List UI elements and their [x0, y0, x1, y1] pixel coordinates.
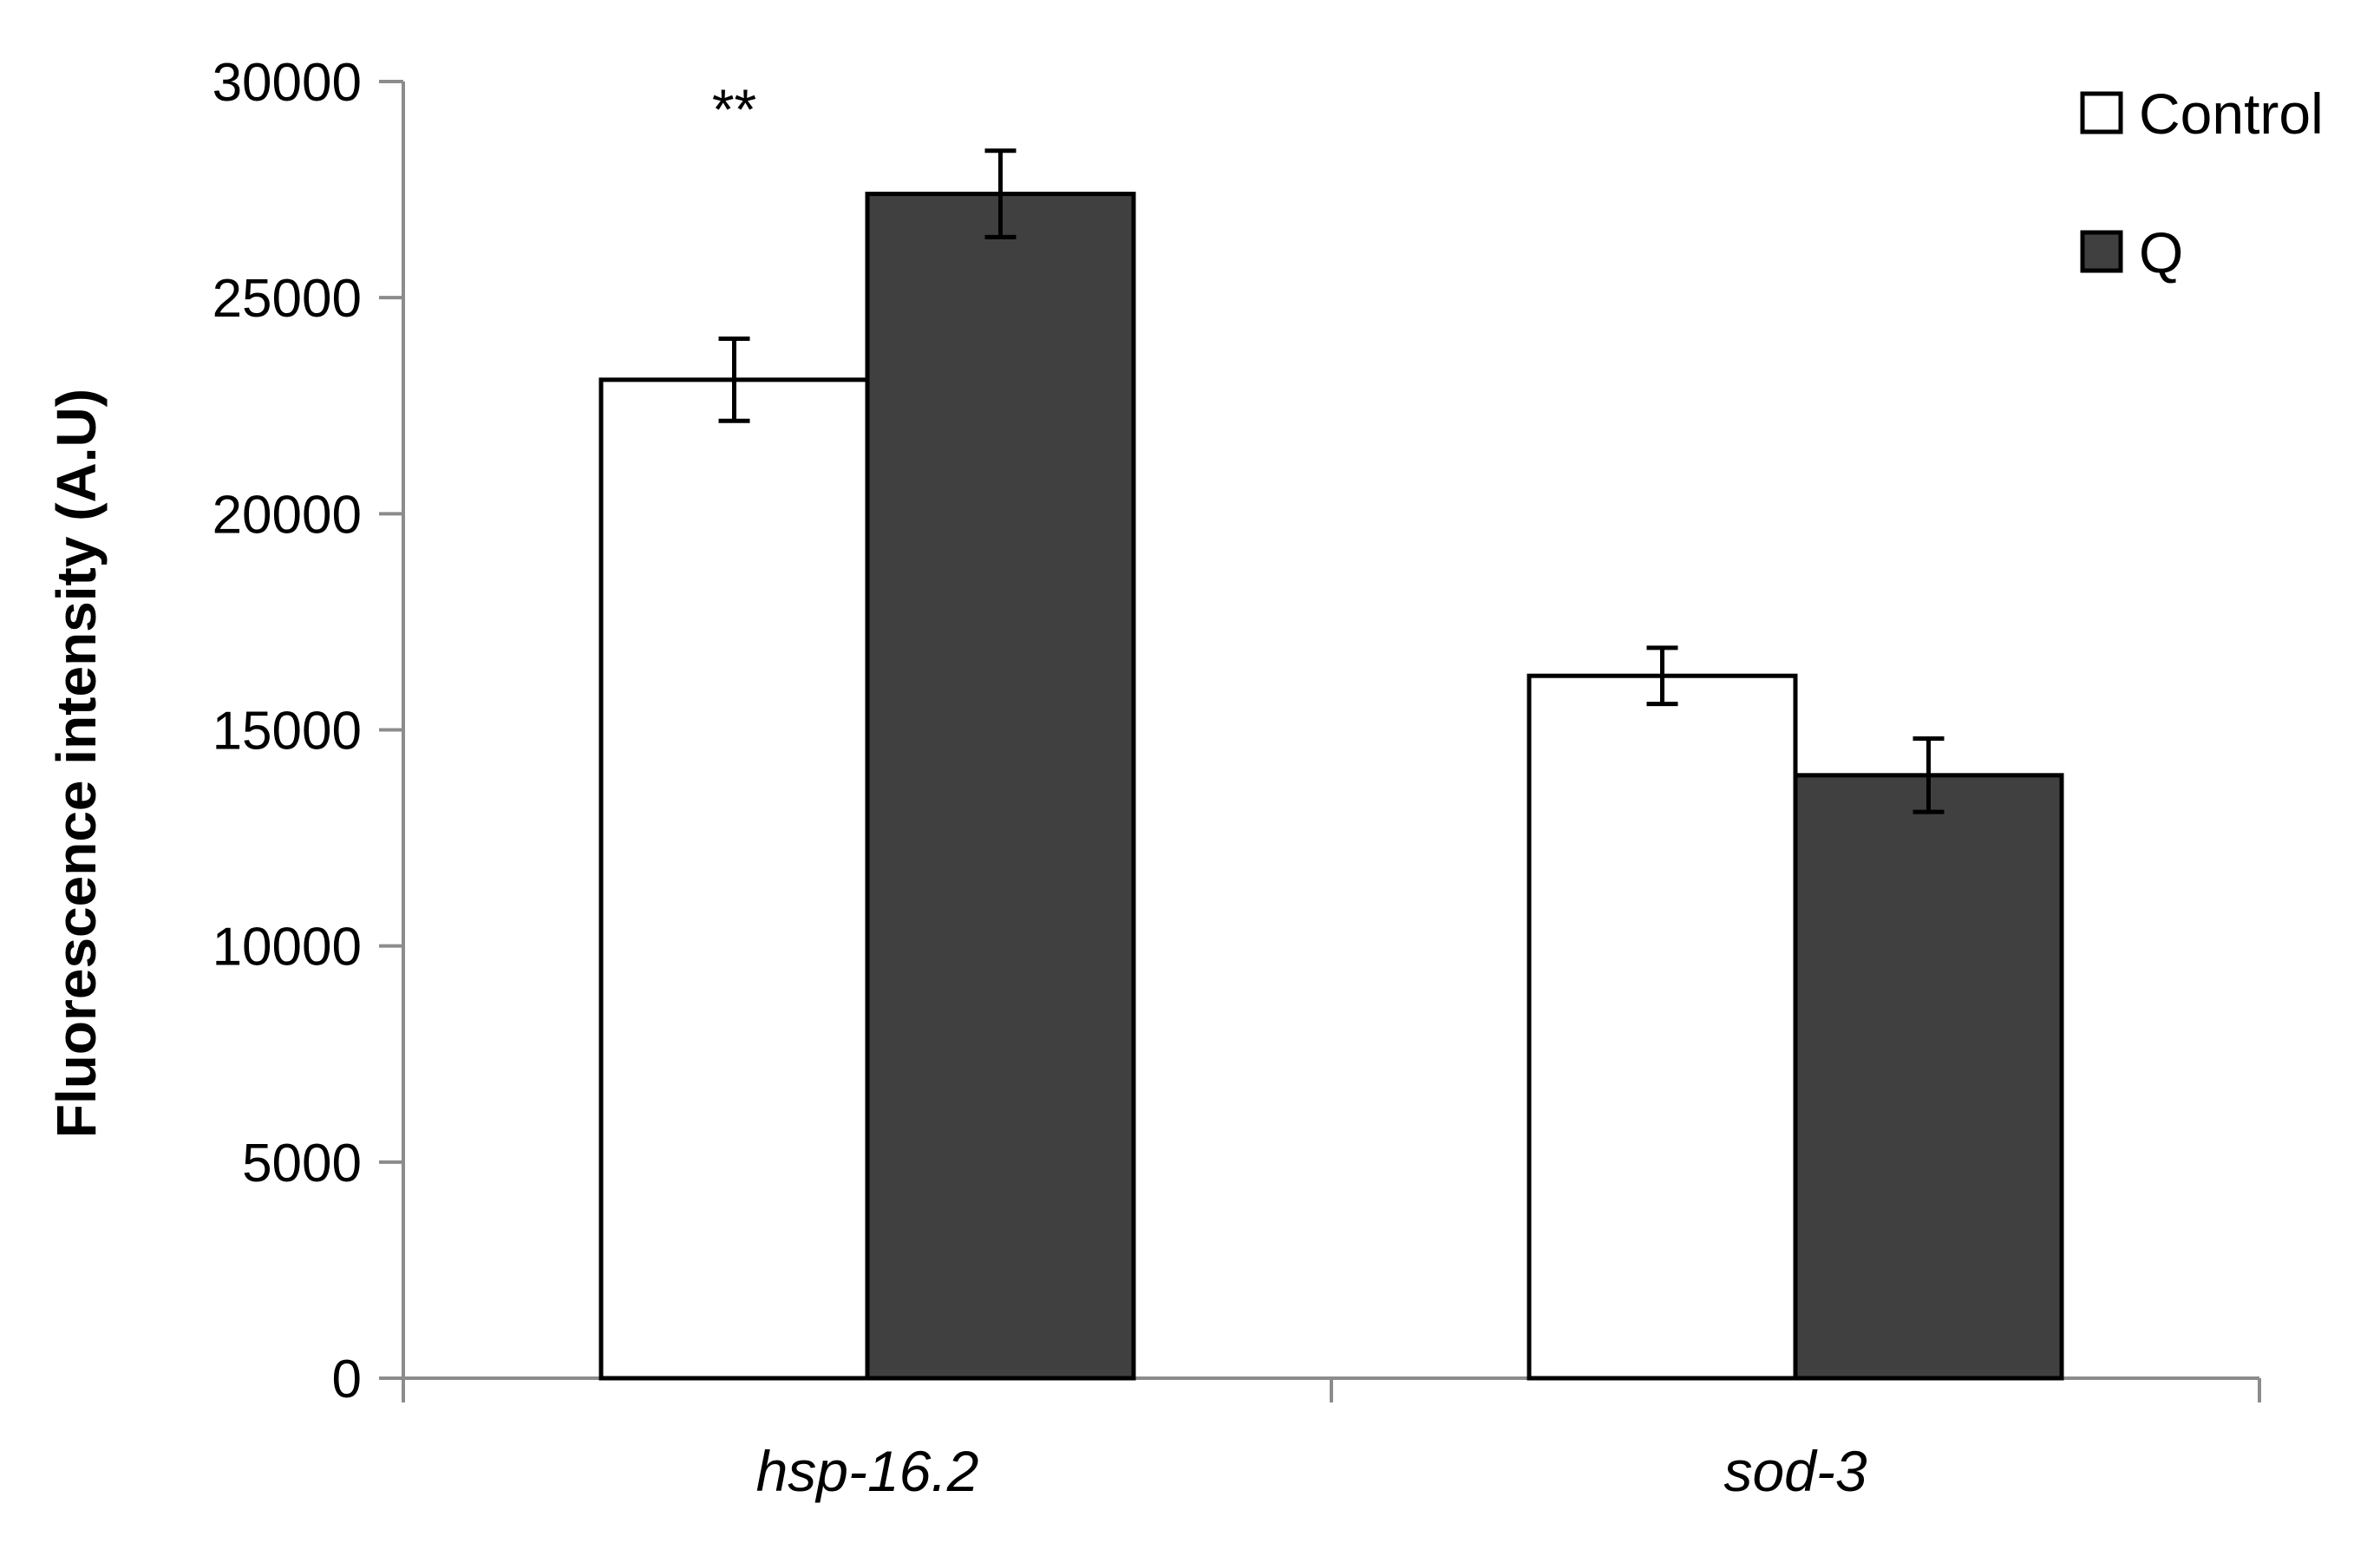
bar [1793, 773, 2064, 1381]
annotations: ** [712, 77, 756, 141]
y-tick-label: 25000 [212, 269, 362, 329]
x-axis: hsp-16.2 sod-3 [402, 1376, 2261, 1503]
bar [1527, 673, 1798, 1381]
y-axis-label: Fluorescence intensity (A.U) [45, 389, 108, 1138]
y-tick-label: 15000 [212, 702, 362, 762]
legend-label: Q [2139, 220, 2183, 284]
legend: Control Q [2080, 82, 2324, 284]
x-tick-label: hsp-16.2 [756, 1439, 979, 1503]
legend-swatch [2080, 230, 2123, 273]
x-tick-label: sod-3 [1723, 1439, 1867, 1503]
bars [598, 192, 2064, 1381]
y-tick-label: 0 [332, 1350, 362, 1409]
legend-label: Control [2139, 82, 2324, 146]
y-tick-label: 30000 [212, 53, 362, 113]
bar [598, 377, 870, 1381]
y-tick-label: 5000 [242, 1134, 362, 1193]
y-tick-label: 20000 [212, 485, 362, 545]
legend-swatch [2080, 91, 2123, 134]
y-axis: 0 5000 10000 15000 20000 25000 30000 [212, 53, 405, 1409]
bar [865, 192, 1136, 1381]
significance-marker: ** [712, 77, 756, 141]
y-tick-label: 10000 [212, 918, 362, 977]
error-bars [718, 148, 1945, 814]
